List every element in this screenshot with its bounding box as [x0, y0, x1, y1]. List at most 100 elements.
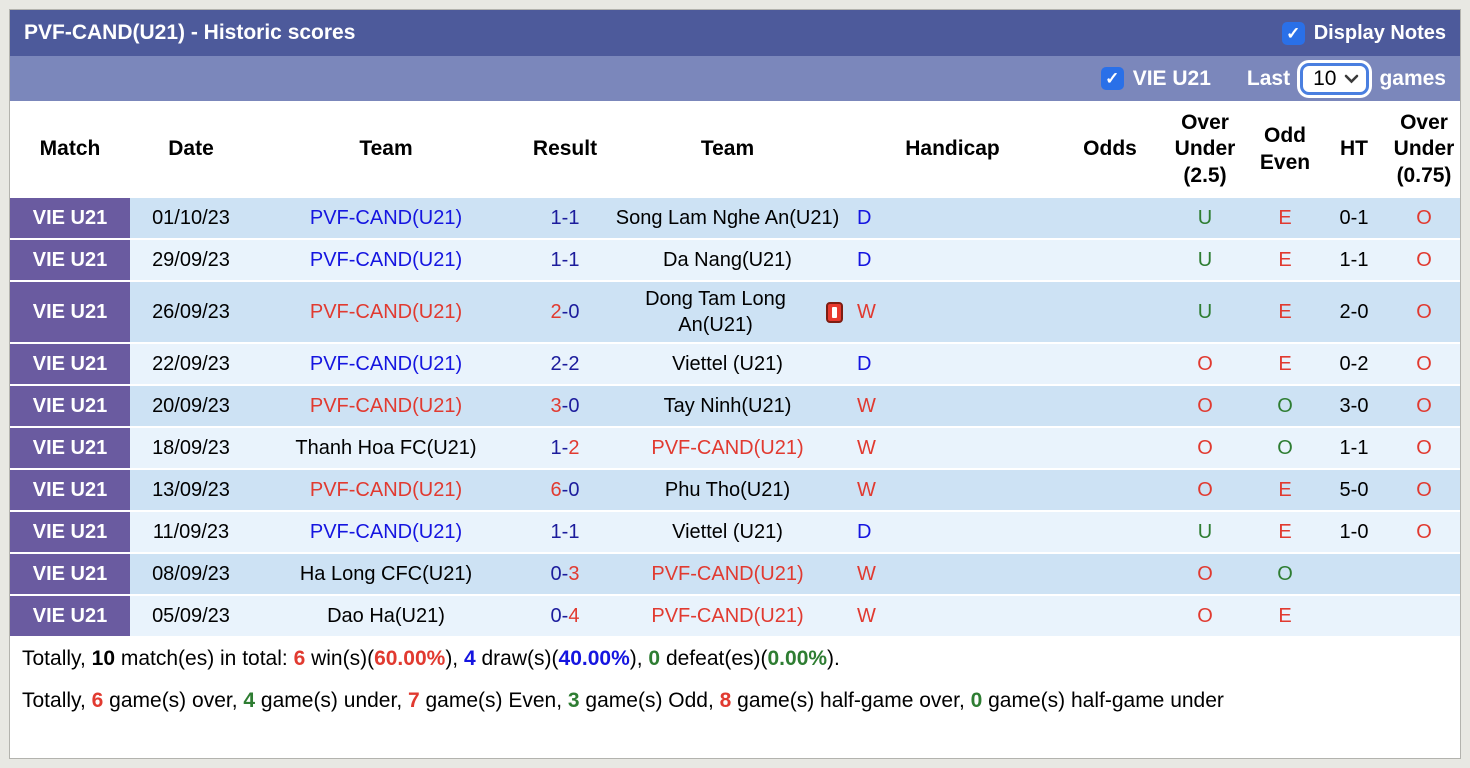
half-time-score: 2-0: [1339, 301, 1369, 323]
away-score: 0: [568, 301, 580, 323]
home-score: 1: [550, 249, 562, 271]
team-home-link[interactable]: PVF-CAND(U21): [309, 479, 463, 501]
panel-title: PVF-CAND(U21) - Historic scores: [24, 21, 356, 44]
odd-even-result: E: [1278, 605, 1292, 627]
away-score: 3: [568, 563, 580, 585]
team-home-link[interactable]: PVF-CAND(U21): [309, 207, 463, 229]
odds-value: [1060, 198, 1160, 238]
over-under-0-75-result: O: [1416, 207, 1432, 229]
handicap-result: W: [857, 605, 876, 627]
team-away-link[interactable]: Song Lam Nghe An(U21): [615, 207, 840, 229]
away-score: 4: [568, 605, 580, 627]
over-under-0-75-result: O: [1416, 437, 1432, 459]
team-home-link[interactable]: Dao Ha(U21): [327, 605, 445, 627]
league-badge: VIE U21: [10, 240, 130, 280]
handicap-result: W: [857, 479, 876, 501]
team-home-link[interactable]: PVF-CAND(U21): [309, 249, 463, 271]
league-badge: VIE U21: [10, 470, 130, 510]
team-away-link[interactable]: Phu Tho(U21): [664, 479, 791, 501]
match-result: 1-1: [550, 207, 580, 229]
over-under-2-5-result: O: [1197, 479, 1213, 501]
column-header-team-away: Team: [700, 137, 755, 161]
league-badge: VIE U21: [10, 198, 130, 238]
match-date: 05/09/23: [152, 605, 230, 627]
odd-even-result: E: [1278, 249, 1292, 271]
match-result: 1-1: [550, 249, 580, 271]
half-time-score: 1-1: [1339, 249, 1369, 271]
home-score: 1: [550, 521, 562, 543]
away-score: 1: [568, 521, 580, 543]
match-result: 0-4: [550, 605, 580, 627]
league-checkbox[interactable]: ✓: [1100, 67, 1124, 90]
column-header-match: Match: [39, 137, 101, 161]
display-notes-label: Display Notes: [1313, 21, 1446, 44]
match-result: 3-0: [550, 395, 580, 417]
team-home-link[interactable]: PVF-CAND(U21): [309, 353, 463, 375]
column-header-result: Result: [532, 137, 598, 161]
display-notes-toggle[interactable]: ✓ Display Notes: [1281, 21, 1446, 45]
over-under-0-75-result: O: [1416, 479, 1432, 501]
match-result: 0-3: [550, 563, 580, 585]
odds-value: [1060, 386, 1160, 426]
table-header: Match Date Team Result Team Handicap Odd…: [10, 101, 1460, 198]
column-header-over-under-0-75: Over Under (0.75): [1393, 111, 1455, 187]
odd-even-result: O: [1277, 395, 1293, 417]
match-date: 08/09/23: [152, 563, 230, 585]
over-under-2-5-result: O: [1197, 395, 1213, 417]
odd-even-result: E: [1278, 479, 1292, 501]
handicap-result: W: [857, 301, 876, 323]
team-away-link[interactable]: Viettel (U21): [672, 521, 783, 543]
league-badge: VIE U21: [10, 596, 130, 636]
column-header-odd-even: Odd Even: [1259, 124, 1311, 174]
table-row: VIE U21 05/09/23 Dao Ha(U21) 0-4 PVF-CAN…: [10, 596, 1460, 638]
over-under-0-75-result: O: [1416, 395, 1432, 417]
team-away-link[interactable]: PVF-CAND(U21): [651, 605, 804, 627]
panel-header: PVF-CAND(U21) - Historic scores ✓ Displa…: [10, 10, 1460, 56]
home-score: 0: [550, 605, 562, 627]
over-under-2-5-result: U: [1197, 301, 1213, 323]
games-count-select[interactable]: 10: [1300, 62, 1370, 95]
table-row: VIE U21 22/09/23 PVF-CAND(U21) 2-2 Viett…: [10, 344, 1460, 386]
home-score: 3: [550, 395, 562, 417]
half-time-score: 5-0: [1339, 479, 1369, 501]
odd-even-result: E: [1278, 521, 1292, 543]
league-filter-toggle[interactable]: ✓ VIE U21: [1100, 67, 1211, 91]
team-away-link[interactable]: PVF-CAND(U21): [651, 437, 804, 459]
team-away-link[interactable]: Dong Tam Long An(U21): [610, 282, 845, 342]
column-header-team-home: Team: [359, 137, 413, 161]
match-date: 01/10/23: [152, 207, 230, 229]
handicap-result: D: [857, 353, 872, 375]
red-card-icon: [826, 301, 843, 323]
team-home-link[interactable]: PVF-CAND(U21): [309, 395, 463, 417]
odds-value: [1060, 554, 1160, 594]
team-away-link[interactable]: PVF-CAND(U21): [651, 563, 804, 585]
table-row: VIE U21 29/09/23 PVF-CAND(U21) 1-1 Da Na…: [10, 240, 1460, 282]
league-badge: VIE U21: [10, 554, 130, 594]
match-date: 18/09/23: [152, 437, 230, 459]
over-under-2-5-result: O: [1197, 437, 1213, 459]
filter-bar: ✓ VIE U21 Last 10 games: [10, 56, 1460, 101]
team-home-link[interactable]: PVF-CAND(U21): [309, 521, 463, 543]
team-home-link[interactable]: Thanh Hoa FC(U21): [295, 437, 477, 459]
display-notes-checkbox[interactable]: ✓: [1281, 21, 1305, 45]
handicap-result: W: [857, 563, 876, 585]
match-date: 26/09/23: [152, 301, 230, 323]
away-score: 0: [568, 395, 580, 417]
team-away-link[interactable]: Viettel (U21): [672, 353, 783, 375]
over-under-0-75-result: [1388, 554, 1460, 594]
home-score: 6: [550, 479, 562, 501]
half-time-score: 3-0: [1339, 395, 1369, 417]
table-row: VIE U21 26/09/23 PVF-CAND(U21) 2-0 Dong …: [10, 282, 1460, 344]
team-away-link[interactable]: Da Nang(U21): [663, 249, 792, 271]
table-row: VIE U21 08/09/23 Ha Long CFC(U21) 0-3 PV…: [10, 554, 1460, 596]
away-score: 0: [568, 479, 580, 501]
league-badge: VIE U21: [10, 428, 130, 468]
table-row: VIE U21 11/09/23 PVF-CAND(U21) 1-1 Viett…: [10, 512, 1460, 554]
over-under-0-75-result: [1388, 596, 1460, 636]
team-home-link[interactable]: PVF-CAND(U21): [309, 301, 463, 323]
half-time-score: 1-0: [1339, 521, 1369, 543]
team-away-link[interactable]: Tay Ninh(U21): [663, 395, 792, 417]
handicap-result: D: [857, 207, 872, 229]
team-home-link[interactable]: Ha Long CFC(U21): [299, 563, 473, 585]
